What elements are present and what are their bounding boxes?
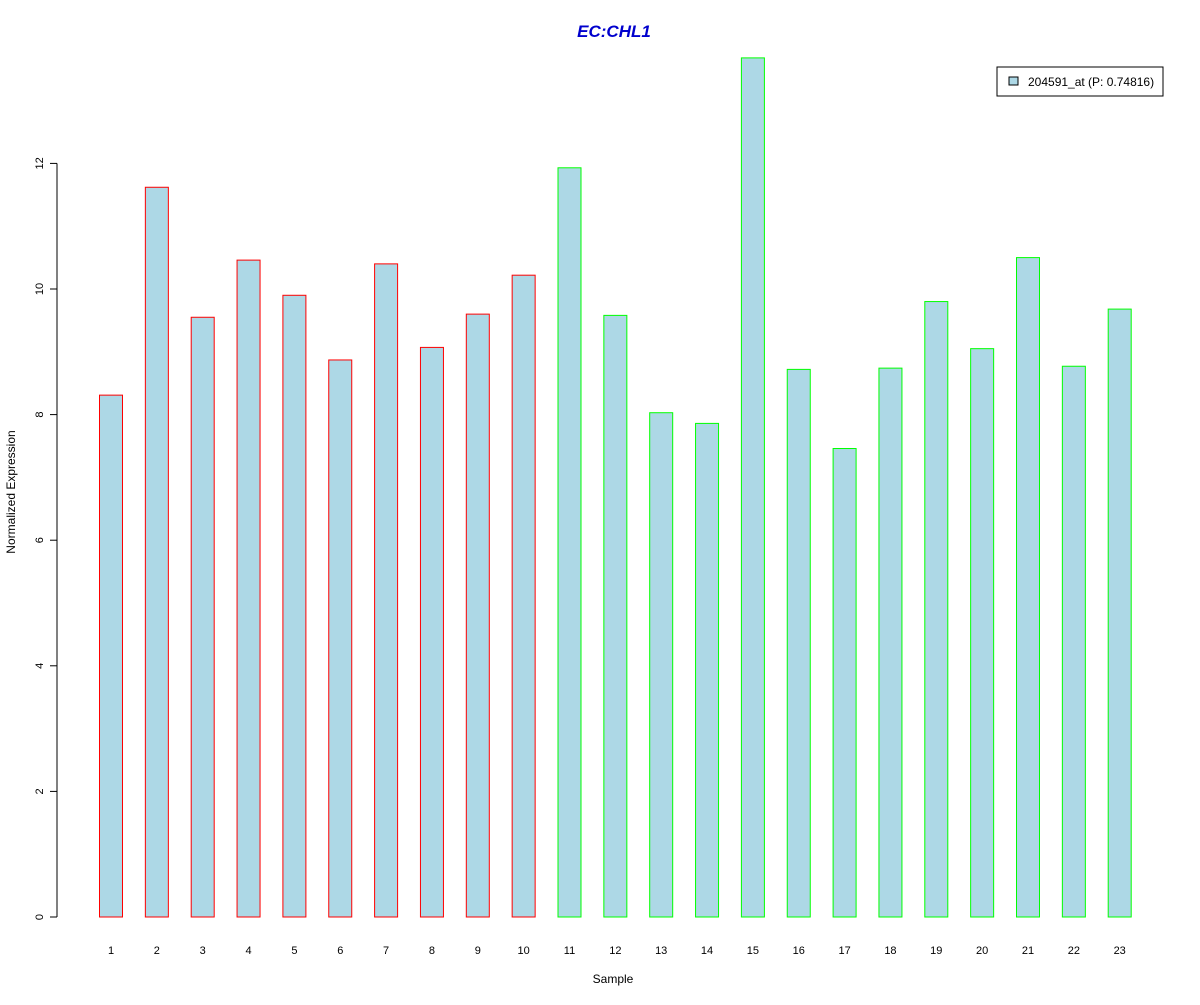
x-tick-label: 18 bbox=[884, 945, 896, 957]
y-axis-label: Normalized Expression bbox=[4, 430, 18, 553]
bar-sample-16 bbox=[786, 368, 811, 918]
x-tick-label: 14 bbox=[701, 945, 713, 957]
x-tick-label: 21 bbox=[1022, 945, 1034, 957]
x-tick-label: 17 bbox=[838, 945, 850, 957]
x-tick-label: 16 bbox=[793, 945, 805, 957]
y-axis: 0 2 4 6 8 10 12 bbox=[34, 157, 58, 920]
x-tick-label: 13 bbox=[655, 945, 667, 957]
x-tick-label: 8 bbox=[429, 945, 435, 957]
bar-sample-6 bbox=[328, 359, 353, 918]
bar-sample-5 bbox=[282, 294, 307, 918]
bar-sample-21 bbox=[1016, 257, 1040, 918]
y-tick-label: 4 bbox=[34, 663, 46, 669]
x-tick-label: 6 bbox=[337, 945, 343, 957]
x-axis-tick-labels: 1 2 3 4 5 6 7 8 9 10 11 12 13 14 15 16 17 18 19 20 21 22 23 bbox=[108, 945, 1126, 957]
bar-sample-15 bbox=[740, 57, 765, 918]
bar-sample-18 bbox=[878, 367, 903, 918]
y-tick-label: 10 bbox=[34, 283, 46, 295]
x-tick-label: 5 bbox=[291, 945, 297, 957]
legend-box bbox=[996, 66, 1164, 97]
bar-sample-22 bbox=[1061, 365, 1086, 918]
x-tick-label: 19 bbox=[930, 945, 942, 957]
bar-sample-9 bbox=[465, 313, 490, 918]
x-tick-label: 4 bbox=[245, 945, 251, 957]
y-tick-label: 0 bbox=[34, 914, 46, 920]
x-tick-label: 22 bbox=[1068, 945, 1080, 957]
y-tick-label: 8 bbox=[34, 412, 46, 418]
bar-sample-14 bbox=[695, 422, 720, 918]
x-tick-label: 12 bbox=[609, 945, 621, 957]
x-tick-label: 15 bbox=[747, 945, 759, 957]
x-axis-label: Sample bbox=[593, 972, 634, 986]
x-tick-label: 11 bbox=[564, 945, 575, 957]
bar-sample-7 bbox=[374, 263, 399, 918]
legend-swatch bbox=[1008, 76, 1019, 86]
legend-label: 204591_at (P: 0.74816) bbox=[1028, 75, 1154, 89]
bar-sample-20 bbox=[970, 348, 995, 918]
y-tick-label: 12 bbox=[34, 157, 46, 169]
bar-sample-1 bbox=[99, 394, 123, 918]
x-tick-label: 3 bbox=[200, 945, 206, 957]
bar-sample-13 bbox=[649, 412, 674, 918]
bar-sample-23 bbox=[1107, 308, 1132, 918]
bars bbox=[99, 57, 1132, 918]
x-tick-label: 7 bbox=[383, 945, 389, 957]
bar-sample-4 bbox=[236, 259, 261, 918]
bar-sample-2 bbox=[144, 186, 169, 918]
x-tick-label: 2 bbox=[154, 945, 160, 957]
x-tick-label: 1 bbox=[108, 945, 114, 957]
bar-sample-8 bbox=[419, 346, 444, 918]
bar-sample-17 bbox=[832, 448, 857, 918]
x-tick-label: 23 bbox=[1114, 945, 1126, 957]
y-tick-label: 6 bbox=[34, 537, 46, 543]
bar-sample-12 bbox=[603, 314, 628, 918]
x-tick-label: 9 bbox=[475, 945, 481, 957]
x-tick-label: 10 bbox=[518, 945, 530, 957]
legend: 204591_at (P: 0.74816) bbox=[996, 66, 1164, 97]
y-tick-label: 2 bbox=[34, 788, 46, 794]
chart-title: EC:CHL1 bbox=[577, 22, 651, 41]
bar-sample-19 bbox=[924, 301, 949, 918]
x-tick-label: 20 bbox=[976, 945, 988, 957]
bar-sample-10 bbox=[511, 274, 536, 918]
bar-sample-3 bbox=[190, 316, 215, 918]
bar-sample-11 bbox=[557, 167, 582, 918]
